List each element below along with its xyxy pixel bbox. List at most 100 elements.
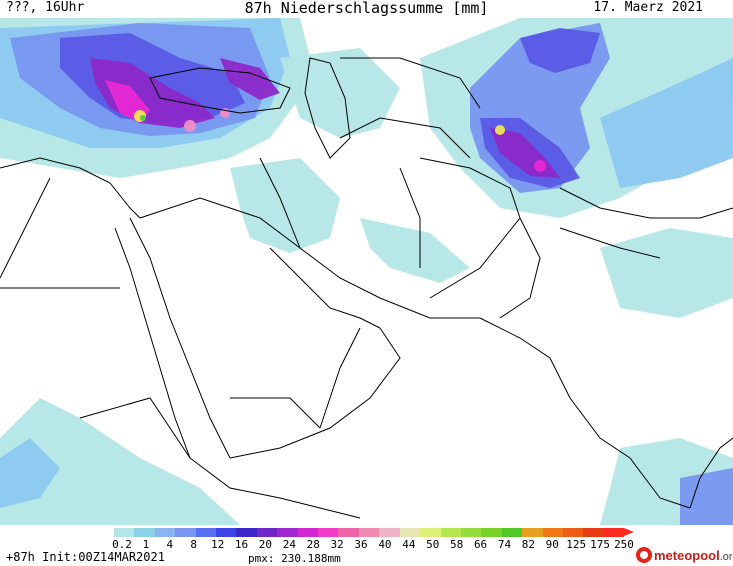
meteopool-logo[interactable]: meteopool.org [636,544,733,566]
coastline-iran-s [299,247,480,319]
legend-swatch [134,528,155,537]
border-china [559,187,733,219]
border-india-nepal [559,227,661,259]
border-oman [319,327,361,429]
coastline-india-w [479,317,691,509]
header: ???, 16Uhr 87h Niederschlagssumme [mm] 1… [0,0,733,18]
legend-tick-label: 125 [566,538,587,551]
legend-swatch [460,528,482,537]
logo-name: meteopool [654,547,720,563]
legend-swatch [440,528,461,537]
legend-swatch [501,528,523,537]
coastline-black-sea [149,67,291,114]
legend-swatch [481,528,502,537]
coastline-red-sea [129,217,231,459]
legend-swatch [236,528,257,537]
border-libya-egypt [0,177,51,279]
valid-time-label: ???, 16Uhr [6,0,85,15]
color-legend: 0.2 1 4 8 12 16 20 24 28 32 36 40 44 50 58 66 74 82 90 125 1… [112,528,634,564]
legend-swatch [522,528,543,537]
border-turkmen [339,117,471,159]
border-india-pak [499,217,541,319]
precipitation-fields [0,18,733,525]
precip-area-bengal [600,228,733,318]
coastline-mediterranean [0,157,141,219]
coastline-red-sea-w [114,227,191,459]
legend-tick-label: 50 [426,538,440,551]
border-kazakh [340,57,481,109]
legend-tick-label: 4 [166,538,174,551]
border-afgh-pak [419,157,521,299]
valid-date-label: 17. Maerz 2021 [593,0,703,15]
legend-tick-label: 16 [234,538,249,551]
legend-swatch [297,528,319,537]
legend-swatch [562,528,584,537]
legend-tick-label: 40 [378,538,392,551]
legend-tick-label: 1 [142,538,150,551]
precip-spot-pink [184,120,196,132]
border-ethiopia [79,397,191,459]
precip-area-tibet [600,58,733,188]
legend-swatch [379,528,400,537]
legend-tick-label: 175 [590,538,611,551]
legend-tick-label: 28 [306,538,320,551]
legend-tick-label: 12 [210,538,225,551]
precip-area-somalia-blue [0,438,60,508]
coastline-caspian [304,57,351,159]
legend-tick-label: 58 [450,538,464,551]
legend-tick-label: 20 [258,538,273,551]
legend-swatch [358,528,380,537]
legend-swatch [114,528,135,537]
precip-area-iraq [230,158,340,253]
legend-tick-label: 36 [354,538,368,551]
legend-tick-label: 250 [614,538,634,551]
precip-area-somalia [0,398,240,525]
logo-tld: .org [719,550,733,563]
legend-swatch [399,528,421,537]
legend-swatch [583,528,604,537]
precip-max-green [140,115,146,121]
map-title: 87h Niederschlagssumme [mm] [244,0,489,17]
coastline-arabia-s [229,327,401,459]
pmax-label: pmx: 230.188mm [248,552,341,565]
border-yemen [230,397,321,429]
border-iran-afgh [399,167,421,268]
precip-spot-ne-yellow [495,125,505,135]
border-iran-iraq [259,157,301,249]
coastline-india-e [689,437,733,509]
legend-swatch [542,528,563,537]
legend-tick-label: 24 [282,538,296,551]
legend-tick-label: 90 [545,538,559,551]
legend-swatch [154,528,176,537]
legend-tick-label: 74 [497,538,512,551]
legend-tick-label: 82 [521,538,535,551]
legend-tick-label: 44 [402,538,416,551]
legend-swatch [420,528,441,537]
legend-swatch [256,528,278,537]
legend-swatch [175,528,196,537]
legend-swatch [318,528,339,537]
border-saudi [139,197,301,249]
precip-area-iran-s [360,218,470,283]
legend-tick-label: 0.2 [112,538,132,551]
legend-colorbar [114,528,625,537]
legend-swatch [216,528,237,537]
borders [0,57,733,519]
legend-tick-label: 8 [190,538,198,551]
precipitation-map[interactable] [0,18,733,525]
precip-area-caucasus [220,58,280,100]
precip-area-iran-n [280,48,400,138]
legend-overflow-arrow [624,528,634,536]
precip-spot-ne-pink [534,160,546,172]
coastline-persian-gulf [269,247,381,329]
legend-tick-label: 32 [330,538,344,551]
legend-swatch [603,528,625,537]
meteopool-logo-icon [636,547,652,563]
legend-tick-label: 66 [473,538,488,551]
legend-swatch [195,528,217,537]
init-time-label: +87h Init:00Z14MAR2021 [6,550,165,564]
coastline-africa-horn [189,457,361,519]
precip-area-srilanka-blue [680,468,733,525]
legend-swatch [338,528,359,537]
legend-swatch [277,528,298,537]
